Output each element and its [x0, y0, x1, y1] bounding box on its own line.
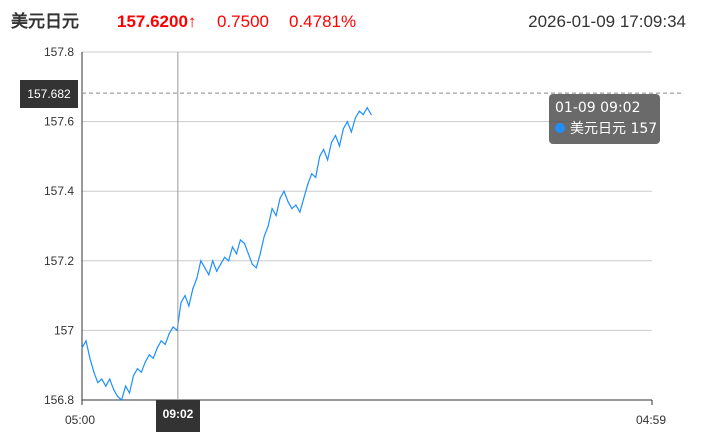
data-point [362, 114, 364, 116]
data-point [101, 378, 103, 380]
data-point [243, 242, 246, 244]
data-point [85, 340, 87, 342]
data-point [283, 190, 285, 192]
y-tick-label: 157.8 [44, 45, 74, 59]
y-tick-label: 157 [54, 323, 74, 337]
data-point [160, 340, 162, 342]
data-point [140, 371, 143, 373]
data-point [275, 214, 277, 217]
price-change-percent: 0.4781% [289, 12, 357, 31]
data-point [109, 378, 111, 380]
y-tick-label: 157.6 [44, 115, 74, 129]
y-tick-label: 156.8 [44, 393, 74, 407]
data-point [220, 263, 222, 265]
data-point [338, 145, 341, 147]
data-point [263, 235, 265, 238]
data-point [208, 274, 210, 276]
data-point [247, 253, 249, 255]
x-tick-label: 05:00 [65, 413, 95, 427]
timestamp: 2026-01-09 17:09:34 [528, 12, 686, 31]
data-point [97, 382, 99, 384]
data-point [180, 301, 182, 304]
y-tick-label: 157.4 [44, 184, 74, 198]
data-point [172, 326, 174, 328]
price-line [81, 106, 372, 402]
data-point [319, 155, 321, 157]
data-point [366, 107, 368, 109]
price-value: 157.6200 [117, 12, 188, 31]
data-point [255, 267, 257, 269]
data-point [124, 385, 127, 387]
data-point [350, 131, 352, 133]
data-point [271, 208, 273, 210]
data-point [192, 288, 194, 290]
data-point [223, 256, 226, 258]
data-point [239, 239, 242, 241]
data-point [164, 343, 166, 345]
data-point [121, 399, 123, 401]
data-point [311, 173, 313, 175]
data-point [267, 225, 269, 227]
up-arrow-icon: ↑ [187, 12, 197, 31]
instrument-title: 美元日元 [11, 12, 79, 32]
data-point [184, 295, 186, 297]
data-point [358, 110, 360, 112]
data-point [279, 197, 281, 199]
data-point [303, 197, 305, 199]
crosshair-y-label: 157.682 [20, 80, 78, 108]
data-point [259, 253, 261, 255]
x-tick-label: 04:59 [636, 413, 666, 427]
data-point [105, 385, 107, 387]
tooltip-value: 157 [630, 121, 658, 137]
crosshair-x-label: 09:02 [156, 400, 200, 432]
tooltip-time: 01-09 09:02 [555, 100, 641, 116]
data-point [136, 368, 139, 370]
series-dot-icon [555, 123, 565, 133]
data-point [216, 270, 218, 272]
data-point [81, 347, 83, 349]
data-point [89, 357, 91, 359]
data-point [200, 260, 202, 262]
data-point [204, 267, 206, 269]
data-point [156, 347, 158, 349]
data-point [299, 211, 301, 213]
data-point [370, 114, 372, 116]
data-point [227, 260, 230, 262]
tooltip: 01-09 09:02 美元日元 157 [549, 94, 660, 144]
data-point [291, 208, 293, 210]
data-point [132, 375, 135, 377]
data-point [188, 305, 190, 307]
data-point [113, 388, 115, 391]
data-point [315, 176, 317, 178]
data-point [323, 148, 325, 151]
data-point [148, 354, 150, 356]
data-point [334, 134, 337, 137]
data-point [251, 263, 253, 265]
tooltip-series: 美元日元 [570, 121, 626, 137]
data-point [231, 246, 234, 248]
y-tick-label: 157.2 [44, 254, 74, 268]
data-point [295, 204, 297, 206]
data-point [93, 371, 95, 373]
data-point [326, 159, 329, 161]
data-point [212, 260, 214, 262]
data-point [144, 361, 146, 363]
data-point [354, 117, 356, 119]
current-price: 157.6200↑ [117, 10, 196, 34]
data-point [152, 357, 154, 359]
data-point [307, 183, 309, 185]
data-point [287, 201, 289, 203]
data-point [196, 277, 198, 279]
data-point [346, 121, 348, 123]
data-point [117, 395, 119, 398]
data-point [128, 392, 131, 394]
data-point [330, 141, 333, 144]
data-point [342, 127, 345, 130]
price-change: 0.7500 [217, 12, 269, 31]
data-point [168, 333, 170, 335]
data-point [235, 253, 238, 255]
